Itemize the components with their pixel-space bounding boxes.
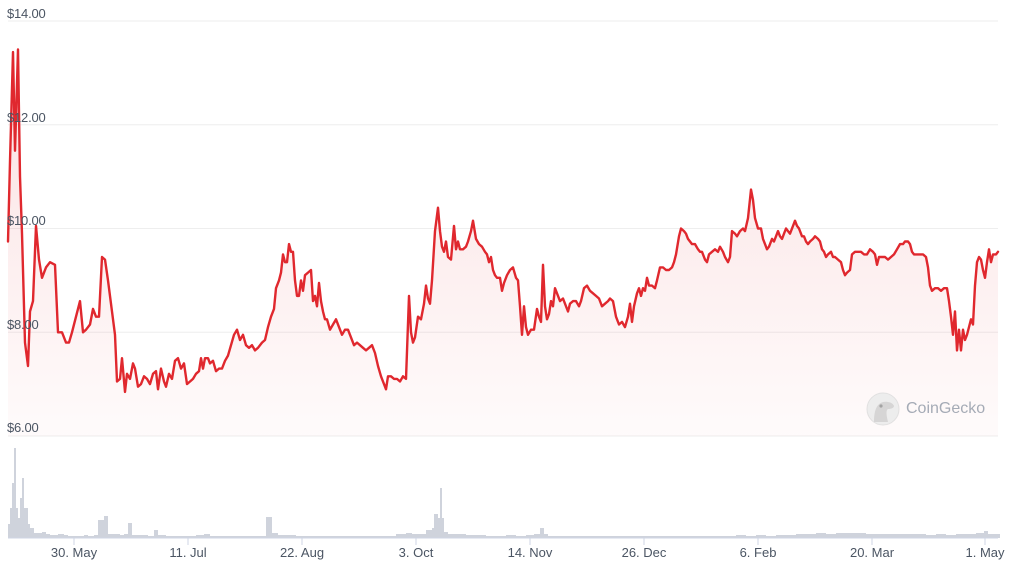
x-axis-label-30-may: 30. May bbox=[50, 545, 98, 560]
watermark-text: CoinGecko bbox=[906, 400, 986, 417]
x-axis-label-11-jul: 11. Jul bbox=[169, 545, 207, 560]
x-axis-label-1-may: 1. May bbox=[965, 545, 1005, 560]
coingecko-watermark: CoinGecko bbox=[866, 392, 985, 426]
x-axis-label-26-dec: 26. Dec bbox=[621, 545, 667, 560]
x-axis-label-6-feb: 6. Feb bbox=[739, 545, 777, 560]
y-axis-label-14: $14.00 bbox=[7, 6, 46, 21]
y-axis-label-12: $12.00 bbox=[7, 110, 46, 125]
price-line bbox=[6, 48, 1000, 394]
price-area-fill bbox=[8, 49, 998, 436]
x-axis-ticks bbox=[73, 538, 986, 545]
y-axis-label-6: $6.00 bbox=[7, 420, 39, 435]
x-axis-label-3-oct: 3. Oct bbox=[398, 545, 434, 560]
x-axis-label-14-nov: 14. Nov bbox=[507, 545, 553, 560]
gecko-logo-icon bbox=[866, 392, 900, 426]
y-axis-label-10: $10.00 bbox=[7, 213, 46, 228]
x-axis-label-20-mar: 20. Mar bbox=[849, 545, 895, 560]
x-axis-label-22-aug: 22. Aug bbox=[279, 545, 325, 560]
y-axis-label-8: $8.00 bbox=[7, 317, 39, 332]
volume-bars bbox=[8, 448, 1000, 538]
